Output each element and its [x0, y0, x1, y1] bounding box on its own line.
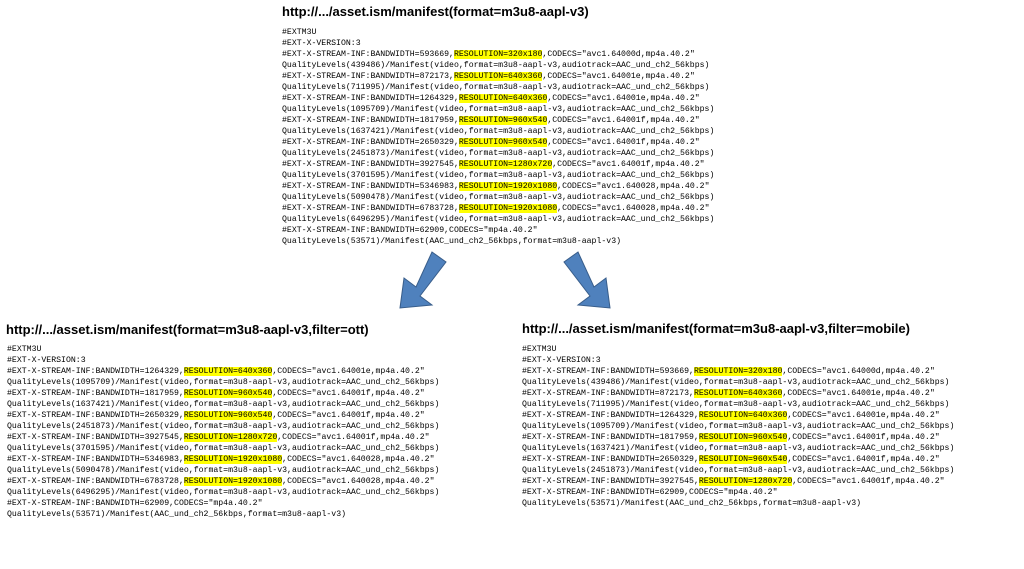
- highlight-resolution: RESOLUTION=960x540: [459, 138, 547, 147]
- manifest-left: #EXTM3U#EXT-X-VERSION:3#EXT-X-STREAM-INF…: [7, 344, 507, 520]
- manifest-line: QualityLevels(53571)/Manifest(AAC_und_ch…: [282, 236, 752, 247]
- manifest-line: #EXT-X-STREAM-INF:BANDWIDTH=2650329,RESO…: [282, 137, 752, 148]
- manifest-line: #EXT-X-STREAM-INF:BANDWIDTH=1817959,RESO…: [282, 115, 752, 126]
- manifest-line: QualityLevels(6496295)/Manifest(video,fo…: [7, 487, 507, 498]
- highlight-resolution: RESOLUTION=960x540: [184, 411, 272, 420]
- manifest-line: QualityLevels(1095709)/Manifest(video,fo…: [282, 104, 752, 115]
- manifest-line: #EXT-X-STREAM-INF:BANDWIDTH=1264329,RESO…: [282, 93, 752, 104]
- manifest-line: #EXT-X-STREAM-INF:BANDWIDTH=3927545,RESO…: [282, 159, 752, 170]
- highlight-resolution: RESOLUTION=320x180: [694, 367, 782, 376]
- manifest-line: #EXT-X-VERSION:3: [282, 38, 752, 49]
- highlight-resolution: RESOLUTION=1920x1080: [184, 455, 282, 464]
- manifest-line: QualityLevels(2451873)/Manifest(video,fo…: [282, 148, 752, 159]
- highlight-resolution: RESOLUTION=640x360: [454, 72, 542, 81]
- manifest-line: QualityLevels(3701595)/Manifest(video,fo…: [7, 443, 507, 454]
- manifest-line: #EXT-X-STREAM-INF:BANDWIDTH=6783728,RESO…: [7, 476, 507, 487]
- arrow-right: [556, 250, 614, 310]
- manifest-line: #EXT-X-STREAM-INF:BANDWIDTH=593669,RESOL…: [282, 49, 752, 60]
- manifest-line: #EXTM3U: [282, 27, 752, 38]
- highlight-resolution: RESOLUTION=320x180: [454, 50, 542, 59]
- manifest-line: #EXT-X-STREAM-INF:BANDWIDTH=2650329,RESO…: [522, 454, 1022, 465]
- manifest-line: QualityLevels(439486)/Manifest(video,for…: [282, 60, 752, 71]
- manifest-right: #EXTM3U#EXT-X-VERSION:3#EXT-X-STREAM-INF…: [522, 344, 1022, 509]
- manifest-line: #EXT-X-STREAM-INF:BANDWIDTH=1264329,RESO…: [522, 410, 1022, 421]
- manifest-line: #EXT-X-VERSION:3: [522, 355, 1022, 366]
- manifest-top: #EXTM3U#EXT-X-VERSION:3#EXT-X-STREAM-INF…: [282, 27, 752, 247]
- arrow-left: [396, 250, 454, 310]
- manifest-line: QualityLevels(5090478)/Manifest(video,fo…: [7, 465, 507, 476]
- manifest-line: #EXT-X-STREAM-INF:BANDWIDTH=1817959,RESO…: [7, 388, 507, 399]
- manifest-line: QualityLevels(2451873)/Manifest(video,fo…: [7, 421, 507, 432]
- manifest-line: QualityLevels(53571)/Manifest(AAC_und_ch…: [7, 509, 507, 520]
- url-top: http://.../asset.ism/manifest(format=m3u…: [282, 4, 589, 19]
- manifest-line: QualityLevels(711995)/Manifest(video,for…: [522, 399, 1022, 410]
- manifest-line: QualityLevels(3701595)/Manifest(video,fo…: [282, 170, 752, 181]
- highlight-resolution: RESOLUTION=1920x1080: [459, 182, 557, 191]
- manifest-line: #EXTM3U: [7, 344, 507, 355]
- manifest-line: #EXT-X-STREAM-INF:BANDWIDTH=3927545,RESO…: [7, 432, 507, 443]
- manifest-line: #EXT-X-STREAM-INF:BANDWIDTH=2650329,RESO…: [7, 410, 507, 421]
- highlight-resolution: RESOLUTION=1280x720: [459, 160, 552, 169]
- highlight-resolution: RESOLUTION=640x360: [699, 411, 787, 420]
- manifest-line: #EXT-X-STREAM-INF:BANDWIDTH=593669,RESOL…: [522, 366, 1022, 377]
- manifest-line: QualityLevels(53571)/Manifest(AAC_und_ch…: [522, 498, 1022, 509]
- manifest-line: QualityLevels(711995)/Manifest(video,for…: [282, 82, 752, 93]
- url-left: http://.../asset.ism/manifest(format=m3u…: [6, 322, 369, 337]
- manifest-line: QualityLevels(1637421)/Manifest(video,fo…: [282, 126, 752, 137]
- manifest-line: #EXT-X-STREAM-INF:BANDWIDTH=872173,RESOL…: [282, 71, 752, 82]
- manifest-line: #EXT-X-VERSION:3: [7, 355, 507, 366]
- highlight-resolution: RESOLUTION=1280x720: [184, 433, 277, 442]
- highlight-resolution: RESOLUTION=960x540: [699, 455, 787, 464]
- manifest-line: #EXT-X-STREAM-INF:BANDWIDTH=872173,RESOL…: [522, 388, 1022, 399]
- highlight-resolution: RESOLUTION=640x360: [184, 367, 272, 376]
- url-right: http://.../asset.ism/manifest(format=m3u…: [522, 321, 910, 336]
- manifest-line: QualityLevels(1637421)/Manifest(video,fo…: [7, 399, 507, 410]
- highlight-resolution: RESOLUTION=640x360: [694, 389, 782, 398]
- manifest-line: QualityLevels(1095709)/Manifest(video,fo…: [7, 377, 507, 388]
- highlight-resolution: RESOLUTION=1920x1080: [459, 204, 557, 213]
- manifest-line: #EXTM3U: [522, 344, 1022, 355]
- highlight-resolution: RESOLUTION=1920x1080: [184, 477, 282, 486]
- manifest-line: #EXT-X-STREAM-INF:BANDWIDTH=5346983,RESO…: [282, 181, 752, 192]
- manifest-line: QualityLevels(6496295)/Manifest(video,fo…: [282, 214, 752, 225]
- manifest-line: QualityLevels(439486)/Manifest(video,for…: [522, 377, 1022, 388]
- manifest-line: QualityLevels(1095709)/Manifest(video,fo…: [522, 421, 1022, 432]
- manifest-line: #EXT-X-STREAM-INF:BANDWIDTH=62909,CODECS…: [522, 487, 1022, 498]
- manifest-line: #EXT-X-STREAM-INF:BANDWIDTH=1817959,RESO…: [522, 432, 1022, 443]
- highlight-resolution: RESOLUTION=960x540: [459, 116, 547, 125]
- highlight-resolution: RESOLUTION=1280x720: [699, 477, 792, 486]
- highlight-resolution: RESOLUTION=640x360: [459, 94, 547, 103]
- manifest-line: #EXT-X-STREAM-INF:BANDWIDTH=1264329,RESO…: [7, 366, 507, 377]
- manifest-line: #EXT-X-STREAM-INF:BANDWIDTH=5346983,RESO…: [7, 454, 507, 465]
- highlight-resolution: RESOLUTION=960x540: [699, 433, 787, 442]
- manifest-line: #EXT-X-STREAM-INF:BANDWIDTH=62909,CODECS…: [7, 498, 507, 509]
- diagram-canvas: http://.../asset.ism/manifest(format=m3u…: [0, 0, 1024, 569]
- manifest-line: QualityLevels(2451873)/Manifest(video,fo…: [522, 465, 1022, 476]
- highlight-resolution: RESOLUTION=960x540: [184, 389, 272, 398]
- manifest-line: QualityLevels(5090478)/Manifest(video,fo…: [282, 192, 752, 203]
- manifest-line: #EXT-X-STREAM-INF:BANDWIDTH=6783728,RESO…: [282, 203, 752, 214]
- manifest-line: #EXT-X-STREAM-INF:BANDWIDTH=3927545,RESO…: [522, 476, 1022, 487]
- manifest-line: QualityLevels(1637421)/Manifest(video,fo…: [522, 443, 1022, 454]
- manifest-line: #EXT-X-STREAM-INF:BANDWIDTH=62909,CODECS…: [282, 225, 752, 236]
